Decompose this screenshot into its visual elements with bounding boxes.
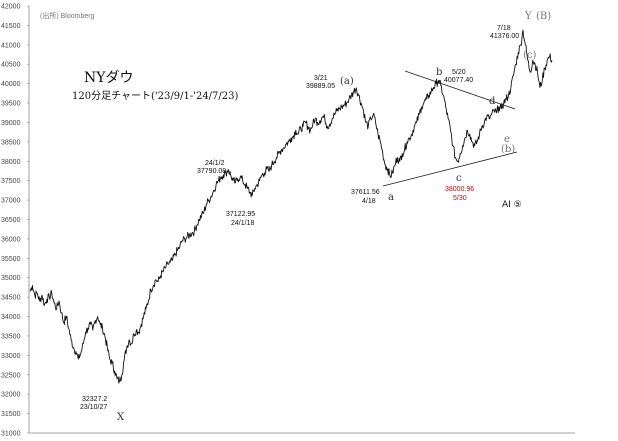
wave-label-c: c xyxy=(456,173,462,184)
y-tick-label: 35500 xyxy=(1,256,21,263)
y-tick-label: 34500 xyxy=(1,295,21,302)
may20-value-label: 40077.40 xyxy=(444,77,473,84)
upper-trendline xyxy=(404,70,516,110)
y-tick-label: 37000 xyxy=(1,198,21,205)
y-tick-label: 42000 xyxy=(1,4,21,11)
y-tick-label: 39000 xyxy=(1,120,21,127)
y-tick-label: 33000 xyxy=(1,353,21,360)
y-tick-label: 38500 xyxy=(1,139,21,146)
y-tick-label: 38000 xyxy=(1,159,21,166)
y-tick-label: 39500 xyxy=(1,101,21,108)
wave-label-a: a xyxy=(388,192,394,203)
y-tick-label: 32000 xyxy=(1,392,21,399)
apr18-value-label: 37611.56 xyxy=(351,189,380,196)
low-value-label: 32327.2 xyxy=(82,396,107,403)
y-axis-ticks: 31000 31500 32000 32500 33000 33500 34000 34500… xyxy=(1,4,29,438)
wave-label-b-upper: (B) xyxy=(536,11,551,22)
y-tick-label: 35000 xyxy=(1,275,21,282)
apr18-date-label: 4/18 xyxy=(362,198,376,205)
y-tick-label: 31500 xyxy=(1,411,21,418)
y-tick-label: 40000 xyxy=(1,81,21,88)
wave-label-d: d xyxy=(489,96,496,107)
jan18-date-label: 24/1/18 xyxy=(231,220,254,227)
y-tick-label: 34000 xyxy=(1,314,21,321)
y-tick-label: 32500 xyxy=(1,372,21,379)
y-tick-label: 41500 xyxy=(1,23,21,30)
y-tick-label: 36500 xyxy=(1,217,21,224)
mar21-date-label: 3/21 xyxy=(314,75,328,82)
wave-label-b-paren: (b) xyxy=(501,144,515,155)
wave-label-e: e xyxy=(504,134,510,145)
low-date-label: 23/10/27 xyxy=(80,404,107,411)
lower-trendline xyxy=(382,151,518,187)
jan18-value-label: 37122.95 xyxy=(226,211,255,218)
may30-date-label: 5/30 xyxy=(453,195,467,202)
y-tick-label: 37500 xyxy=(1,178,21,185)
jan2-date-label: 24/1/2 xyxy=(205,160,225,167)
wave-label-a-paren: (a) xyxy=(340,76,354,87)
wave-label-b: b xyxy=(436,67,442,78)
jan2-value-label: 37790.08 xyxy=(197,168,226,175)
y-tick-label: 31000 xyxy=(1,431,21,438)
y-tick-label: 33500 xyxy=(1,333,21,340)
mar21-value-label: 39889.05 xyxy=(306,83,335,90)
chart-title: NYダウ xyxy=(84,70,134,86)
chart-subtitle: 120分足チャート('23/9/1-'24/7/23) xyxy=(72,90,239,102)
may30-value-label: 38000.96 xyxy=(445,186,474,193)
wave-label-x: X xyxy=(117,412,125,423)
price-series-line xyxy=(29,29,553,384)
jul18-date-label: 7/18 xyxy=(497,25,511,32)
wave-label-y: Y xyxy=(524,11,532,22)
jul18-value-label: 41376.00 xyxy=(490,33,519,40)
y-tick-label: 41000 xyxy=(1,42,21,49)
y-tick-label: 40500 xyxy=(1,62,21,69)
ai-label: AI ⑤ xyxy=(502,200,522,210)
source-label: (出所) Bloomberg xyxy=(40,11,95,20)
y-tick-label: 36000 xyxy=(1,236,21,243)
may20-date-label: 5/20 xyxy=(452,69,466,76)
wave-label-c-paren: (c) xyxy=(523,50,537,61)
